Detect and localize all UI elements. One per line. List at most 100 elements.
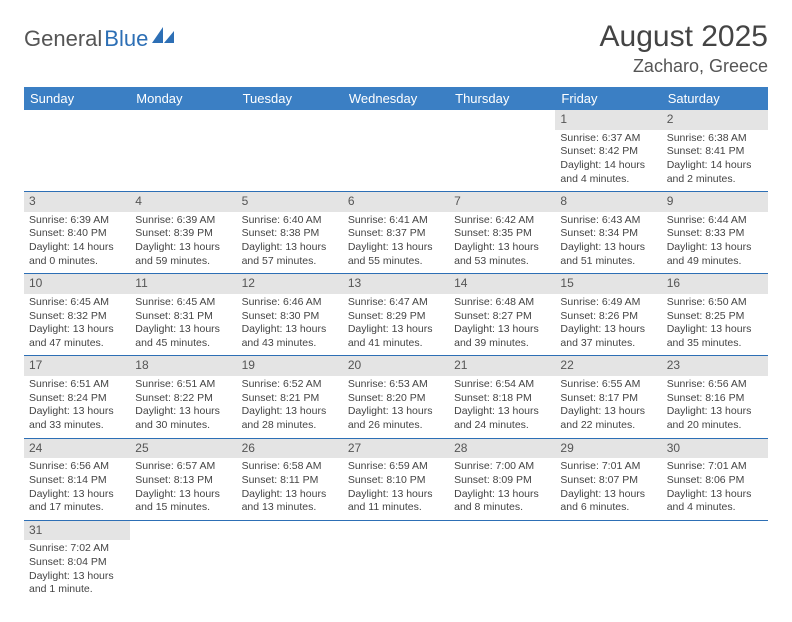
month-title: August 2025: [600, 20, 768, 54]
sunrise-line: Sunrise: 6:48 AM: [454, 296, 550, 310]
dayhead-tue: Tuesday: [237, 87, 343, 110]
sunrise-line: Sunrise: 6:52 AM: [242, 378, 338, 392]
sunset-line: Sunset: 8:39 PM: [135, 227, 231, 241]
title-block: August 2025 Zacharo, Greece: [600, 20, 768, 77]
location: Zacharo, Greece: [600, 56, 768, 77]
daylight-line: Daylight: 13 hours and 1 minute.: [29, 570, 125, 597]
calendar-cell: 1Sunrise: 6:37 AMSunset: 8:42 PMDaylight…: [555, 110, 661, 192]
daylight-line: Daylight: 13 hours and 30 minutes.: [135, 405, 231, 432]
dayhead-thu: Thursday: [449, 87, 555, 110]
daylight-line: Daylight: 13 hours and 41 minutes.: [348, 323, 444, 350]
sunrise-line: Sunrise: 6:56 AM: [29, 460, 125, 474]
sunset-line: Sunset: 8:11 PM: [242, 474, 338, 488]
sunrise-line: Sunrise: 6:45 AM: [135, 296, 231, 310]
calendar-cell: 12Sunrise: 6:46 AMSunset: 8:30 PMDayligh…: [237, 274, 343, 356]
calendar-cell: 31Sunrise: 7:02 AMSunset: 8:04 PMDayligh…: [24, 520, 130, 602]
sunset-line: Sunset: 8:16 PM: [667, 392, 763, 406]
dayhead-sat: Saturday: [662, 87, 768, 110]
sunset-line: Sunset: 8:37 PM: [348, 227, 444, 241]
daylight-line: Daylight: 13 hours and 33 minutes.: [29, 405, 125, 432]
calendar-cell: 13Sunrise: 6:47 AMSunset: 8:29 PMDayligh…: [343, 274, 449, 356]
calendar-cell: 14 Sunrise: 6:48 AMSunset: 8:27 PMDayligh…: [449, 274, 555, 356]
day-number: 1: [555, 110, 661, 130]
logo-part1: General: [24, 26, 102, 52]
day-number: 6: [343, 192, 449, 212]
sunset-line: Sunset: 8:10 PM: [348, 474, 444, 488]
sunrise-line: Sunrise: 7:01 AM: [560, 460, 656, 474]
sunset-line: Sunset: 8:24 PM: [29, 392, 125, 406]
dayhead-fri: Friday: [555, 87, 661, 110]
day-number: 19: [237, 356, 343, 376]
sunset-line: Sunset: 8:27 PM: [454, 310, 550, 324]
calendar-cell: 4Sunrise: 6:39 AMSunset: 8:39 PMDaylight…: [130, 192, 236, 274]
day-number: 14: [449, 274, 555, 294]
sunset-line: Sunset: 8:14 PM: [29, 474, 125, 488]
daylight-line: Daylight: 13 hours and 57 minutes.: [242, 241, 338, 268]
sunrise-line: Sunrise: 7:02 AM: [29, 542, 125, 556]
daylight-line: Daylight: 14 hours and 0 minutes.: [29, 241, 125, 268]
day-number: 8: [555, 192, 661, 212]
sunset-line: Sunset: 8:09 PM: [454, 474, 550, 488]
daylight-line: Daylight: 13 hours and 20 minutes.: [667, 405, 763, 432]
day-number: 12: [237, 274, 343, 294]
sunset-line: Sunset: 8:20 PM: [348, 392, 444, 406]
sunset-line: Sunset: 8:31 PM: [135, 310, 231, 324]
sunset-line: Sunset: 8:13 PM: [135, 474, 231, 488]
sunrise-line: Sunrise: 6:40 AM: [242, 214, 338, 228]
day-number: 20: [343, 356, 449, 376]
sunrise-line: Sunrise: 6:43 AM: [560, 214, 656, 228]
calendar-cell: [237, 520, 343, 602]
calendar-cell: 7Sunrise: 6:42 AMSunset: 8:35 PMDaylight…: [449, 192, 555, 274]
sunrise-line: Sunrise: 6:51 AM: [135, 378, 231, 392]
calendar-table: Sunday Monday Tuesday Wednesday Thursday…: [24, 87, 768, 602]
day-number: 25: [130, 439, 236, 459]
sunrise-line: Sunrise: 6:57 AM: [135, 460, 231, 474]
daylight-line: Daylight: 13 hours and 43 minutes.: [242, 323, 338, 350]
logo-part2: Blue: [104, 26, 148, 52]
calendar-cell: 27Sunrise: 6:59 AMSunset: 8:10 PMDayligh…: [343, 438, 449, 520]
calendar-cell: [449, 110, 555, 192]
daylight-line: Daylight: 13 hours and 45 minutes.: [135, 323, 231, 350]
calendar-row: 17Sunrise: 6:51 AMSunset: 8:24 PMDayligh…: [24, 356, 768, 438]
sunset-line: Sunset: 8:38 PM: [242, 227, 338, 241]
day-number: 16: [662, 274, 768, 294]
calendar-body: 1Sunrise: 6:37 AMSunset: 8:42 PMDaylight…: [24, 110, 768, 602]
calendar-row: 10Sunrise: 6:45 AMSunset: 8:32 PMDayligh…: [24, 274, 768, 356]
daylight-line: Daylight: 14 hours and 4 minutes.: [560, 159, 656, 186]
sunset-line: Sunset: 8:06 PM: [667, 474, 763, 488]
calendar-cell: 19Sunrise: 6:52 AMSunset: 8:21 PMDayligh…: [237, 356, 343, 438]
day-number: 2: [662, 110, 768, 130]
calendar-cell: [449, 520, 555, 602]
daylight-line: Daylight: 13 hours and 51 minutes.: [560, 241, 656, 268]
sunset-line: Sunset: 8:30 PM: [242, 310, 338, 324]
dayhead-sun: Sunday: [24, 87, 130, 110]
logo-sail-icon: [152, 27, 174, 43]
header: GeneralBlue August 2025 Zacharo, Greece: [24, 20, 768, 77]
calendar-cell: 30Sunrise: 7:01 AMSunset: 8:06 PMDayligh…: [662, 438, 768, 520]
calendar-cell: 21Sunrise: 6:54 AMSunset: 8:18 PMDayligh…: [449, 356, 555, 438]
sunrise-line: Sunrise: 6:38 AM: [667, 132, 763, 146]
sunrise-line: Sunrise: 6:42 AM: [454, 214, 550, 228]
day-number: 5: [237, 192, 343, 212]
daylight-line: Daylight: 13 hours and 6 minutes.: [560, 488, 656, 515]
calendar-cell: [343, 110, 449, 192]
sunrise-line: Sunrise: 6:39 AM: [29, 214, 125, 228]
day-number: 27: [343, 439, 449, 459]
calendar-cell: [555, 520, 661, 602]
day-number: 31: [24, 521, 130, 541]
sunrise-line: Sunrise: 7:00 AM: [454, 460, 550, 474]
day-number: 23: [662, 356, 768, 376]
calendar-cell: [662, 520, 768, 602]
page: GeneralBlue August 2025 Zacharo, Greece …: [0, 0, 792, 622]
calendar-cell: 3Sunrise: 6:39 AMSunset: 8:40 PMDaylight…: [24, 192, 130, 274]
sunrise-line: Sunrise: 6:39 AM: [135, 214, 231, 228]
logo: GeneralBlue: [24, 26, 174, 52]
daylight-line: Daylight: 13 hours and 39 minutes.: [454, 323, 550, 350]
sunset-line: Sunset: 8:33 PM: [667, 227, 763, 241]
day-number: 10: [24, 274, 130, 294]
sunrise-line: Sunrise: 6:55 AM: [560, 378, 656, 392]
day-number: 30: [662, 439, 768, 459]
calendar-cell: 5 Sunrise: 6:40 AMSunset: 8:38 PMDaylight…: [237, 192, 343, 274]
daylight-line: Daylight: 13 hours and 37 minutes.: [560, 323, 656, 350]
daylight-line: Daylight: 13 hours and 17 minutes.: [29, 488, 125, 515]
